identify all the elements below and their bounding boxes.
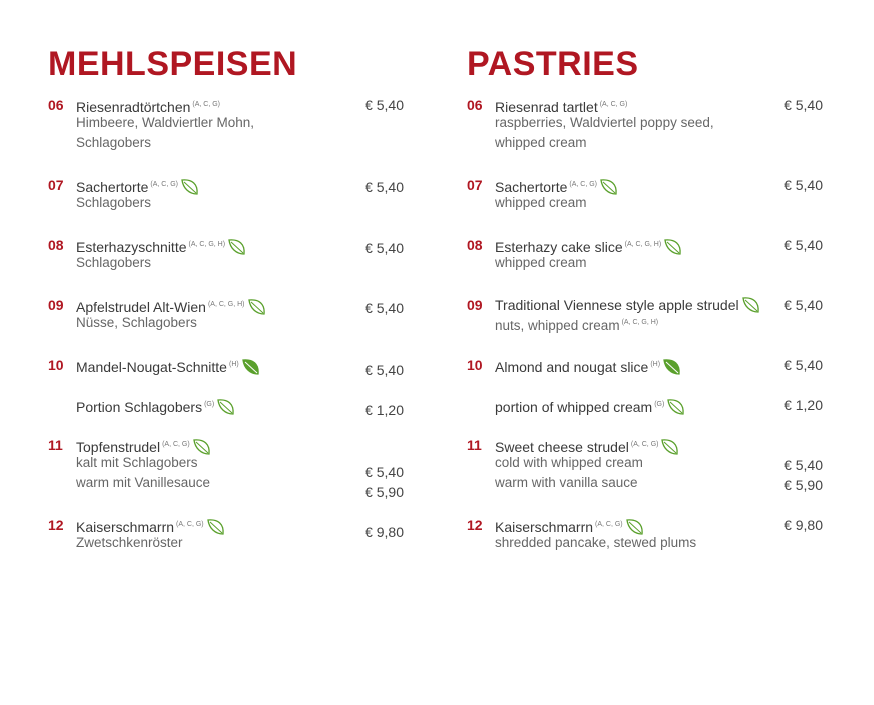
item-description: shredded pancake, stewed plums <box>495 535 697 550</box>
leaf-outline-icon <box>180 178 200 200</box>
item-number: 08 <box>48 237 64 253</box>
item-number: 10 <box>467 357 483 373</box>
leaf-filled-icon <box>241 358 261 380</box>
item-description: Himbeere, Waldviertler Mohn, <box>76 115 255 130</box>
item-price: € 5,40 <box>784 297 823 313</box>
item-description: whipped cream <box>495 195 587 210</box>
leaf-filled-icon <box>662 358 682 380</box>
item-description: whipped cream <box>495 255 587 270</box>
item-number: 11 <box>467 437 482 453</box>
item-number: 06 <box>467 97 483 113</box>
item-price: € 1,20 <box>784 397 823 413</box>
item-number: 09 <box>467 297 483 313</box>
item-price: € 5,40 <box>365 362 404 378</box>
item-name: Kaiserschmarrn (A, C, G) <box>76 516 226 540</box>
item-price: € 5,40 <box>784 457 823 473</box>
leaf-outline-icon <box>192 438 212 460</box>
item-description: nuts, whipped cream (A, C, G, H) <box>495 318 659 333</box>
item-price: € 1,20 <box>365 402 404 418</box>
leaf-outline-icon <box>247 298 267 320</box>
item-description: kalt mit Schlagobers <box>76 455 198 470</box>
leaf-outline-icon <box>206 518 226 540</box>
leaf-outline-icon <box>741 296 761 318</box>
allergen-codes: (A, C, G) <box>192 101 221 108</box>
item-price: € 5,40 <box>784 97 823 113</box>
item-price: € 9,80 <box>365 524 404 540</box>
item-price: € 5,40 <box>784 357 823 373</box>
section-heading: MEHLSPEISEN <box>48 45 298 83</box>
item-number: 09 <box>48 297 64 313</box>
allergen-codes: (A, C, G) <box>599 101 628 108</box>
item-number: 08 <box>467 237 483 253</box>
item-price: € 5,40 <box>784 237 823 253</box>
leaf-outline-icon <box>216 398 236 420</box>
allergen-codes: (G) <box>204 401 215 408</box>
item-name: portion of whipped cream (G) <box>495 396 686 420</box>
allergen-codes: (A, C, G) <box>176 521 204 528</box>
allergen-codes: (A, C, G) <box>569 181 597 188</box>
allergen-codes: (A, C, G) <box>162 441 190 448</box>
item-description: Schlagobers <box>76 135 152 150</box>
item-name: Topfenstrudel (A, C, G) <box>76 436 212 460</box>
item-price: € 5,40 <box>365 179 404 195</box>
leaf-outline-icon <box>227 238 247 260</box>
item-description: Schlagobers <box>76 195 152 210</box>
item-description: raspberries, Waldviertel poppy seed, <box>495 115 714 130</box>
item-description: Zwetschkenröster <box>76 535 183 550</box>
leaf-outline-icon <box>660 438 680 460</box>
item-price: € 5,90 <box>784 477 823 493</box>
item-name: Kaiserschmarrn (A, C, G) <box>495 516 645 540</box>
item-name: Riesenradtörtchen (A, C, G) <box>76 99 221 115</box>
item-description: warm with vanilla sauce <box>495 475 638 490</box>
allergen-codes: (A, C, G, H) <box>621 319 659 326</box>
allergen-codes: (A, C, G, H) <box>624 241 662 248</box>
item-description: Schlagobers <box>76 255 152 270</box>
item-price: € 5,40 <box>365 464 404 480</box>
item-price: € 5,40 <box>365 240 404 256</box>
item-name: Portion Schlagobers (G) <box>76 396 236 420</box>
allergen-codes: (A, C, G) <box>150 181 178 188</box>
item-number: 06 <box>48 97 64 113</box>
item-name: Sweet cheese strudel (A, C, G) <box>495 436 680 460</box>
item-description: warm mit Vanillesauce <box>76 475 211 490</box>
item-number: 12 <box>48 517 64 533</box>
item-price: € 5,40 <box>365 97 404 113</box>
item-name: Riesenrad tartlet (A, C, G) <box>495 99 628 115</box>
item-number: 07 <box>48 177 64 193</box>
item-price: € 5,90 <box>365 484 404 500</box>
allergen-codes: (A, C, G, H) <box>207 301 245 308</box>
item-name: Sachertorte (A, C, G) <box>495 176 619 200</box>
section-heading: PASTRIES <box>467 45 639 83</box>
item-price: € 5,40 <box>365 300 404 316</box>
leaf-outline-icon <box>663 238 683 260</box>
item-price: € 5,40 <box>784 177 823 193</box>
item-name: Apfelstrudel Alt-Wien (A, C, G, H) <box>76 296 267 320</box>
item-name: Mandel-Nougat-Schnitte (H) <box>76 356 261 380</box>
item-name: Sachertorte (A, C, G) <box>76 176 200 200</box>
item-number: 12 <box>467 517 483 533</box>
allergen-codes: (H) <box>650 361 661 368</box>
leaf-outline-icon <box>625 518 645 540</box>
item-description: cold with whipped cream <box>495 455 643 470</box>
item-description: whipped cream <box>495 135 587 150</box>
allergen-codes: (H) <box>228 361 239 368</box>
item-name: Traditional Viennese style apple strudel <box>495 296 761 318</box>
leaf-outline-icon <box>599 178 619 200</box>
leaf-outline-icon <box>666 398 686 420</box>
item-number: 10 <box>48 357 64 373</box>
item-name: Almond and nougat slice (H) <box>495 356 682 380</box>
item-name: Esterhazy cake slice (A, C, G, H) <box>495 236 683 260</box>
item-number: 07 <box>467 177 483 193</box>
item-description: Nüsse, Schlagobers <box>76 315 197 330</box>
allergen-codes: (A, C, G) <box>630 441 659 448</box>
item-name: Esterhazyschnitte (A, C, G, H) <box>76 236 247 260</box>
item-number: 11 <box>48 437 63 453</box>
allergen-codes: (A, C, G) <box>595 521 623 528</box>
allergen-codes: (G) <box>654 401 665 408</box>
item-price: € 9,80 <box>784 517 823 533</box>
allergen-codes: (A, C, G, H) <box>188 241 226 248</box>
